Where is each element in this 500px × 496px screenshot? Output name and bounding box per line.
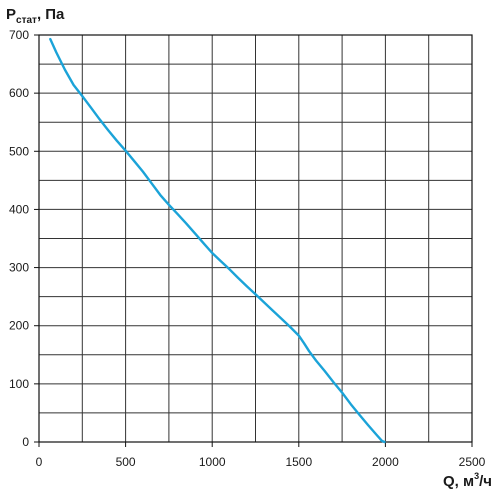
x-tick-label: 2500 — [459, 455, 486, 469]
x-axis-title: Q, м3/ч — [443, 471, 492, 490]
y-tick-label: 100 — [9, 377, 29, 391]
y-tick-label: 200 — [9, 319, 29, 333]
series-layer — [49, 37, 386, 444]
x-tick-label: 1000 — [199, 455, 226, 469]
grid-minor — [38, 34, 473, 443]
plot-frame — [38, 34, 473, 443]
y-axis-title: Pстат, Па — [6, 6, 65, 26]
y-tick-label: 400 — [9, 202, 29, 216]
grid-major — [34, 34, 473, 447]
x-tick-label: 0 — [36, 455, 43, 469]
x-tick-label: 2000 — [372, 455, 399, 469]
y-tick-labels: 0 100 200 300 400 500 600 700 — [9, 28, 29, 449]
x-tick-label: 500 — [116, 455, 136, 469]
y-tick-label: 0 — [22, 435, 29, 449]
y-tick-label: 700 — [9, 28, 29, 42]
series-line — [49, 37, 386, 444]
x-tick-label: 1500 — [285, 455, 312, 469]
x-tick-labels: 0 500 1000 1500 2000 2500 — [36, 455, 486, 469]
y-tick-label: 600 — [9, 86, 29, 100]
y-tick-label: 500 — [9, 144, 29, 158]
y-tick-label: 300 — [9, 261, 29, 275]
